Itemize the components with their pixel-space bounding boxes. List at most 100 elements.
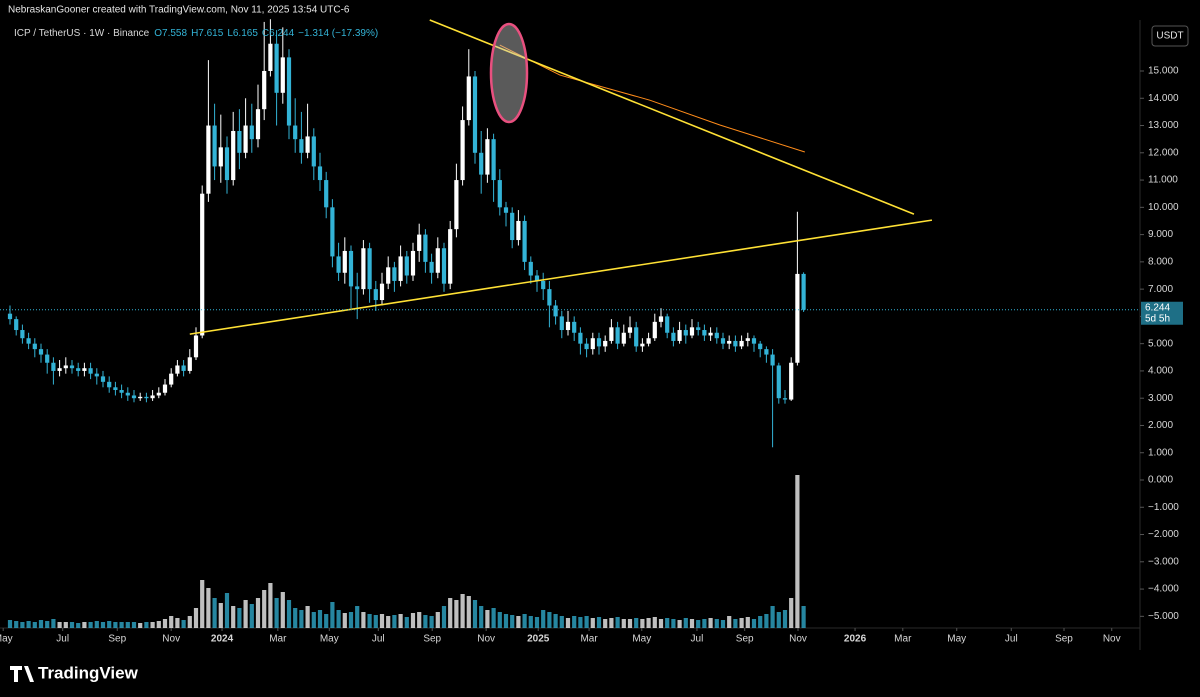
volume-bar	[94, 621, 99, 628]
legend-close: C6.244	[262, 28, 295, 39]
candle-body	[776, 365, 781, 399]
candle-body	[596, 338, 602, 347]
volume-bar	[286, 600, 292, 628]
x-tick-label: Sep	[108, 634, 126, 645]
candle-body	[764, 349, 769, 355]
y-tick-label: −3.000	[1148, 556, 1179, 567]
volume-bar	[801, 606, 806, 628]
candle-body	[751, 338, 757, 344]
volume-bar	[317, 610, 323, 628]
candle-body	[665, 316, 670, 333]
candle-body	[448, 229, 453, 284]
candle-body	[603, 340, 608, 347]
volume-bar	[324, 614, 329, 628]
volume-bar	[373, 615, 378, 628]
candle-body	[578, 332, 583, 344]
y-tick-label: 12.000	[1148, 147, 1179, 158]
candle-body	[317, 166, 323, 181]
volume-bar	[150, 622, 155, 628]
candle-body	[131, 395, 137, 399]
candle-body	[268, 43, 273, 71]
y-tick-label: 2.000	[1148, 420, 1173, 431]
candle-body	[311, 136, 316, 167]
candle-body	[522, 220, 527, 262]
volume-bar	[727, 616, 732, 628]
volume-bar	[677, 620, 682, 628]
volume-bar	[758, 616, 763, 628]
x-tick-label: May	[0, 634, 13, 645]
volume-bar	[218, 603, 223, 628]
candle-body	[82, 368, 87, 371]
candle-body	[218, 147, 223, 167]
candle-body	[677, 330, 682, 341]
candle-body	[745, 338, 750, 341]
volume-bar	[448, 598, 453, 628]
volume-bar	[795, 475, 800, 628]
x-tick-label: Nov	[789, 634, 807, 645]
candle-body	[609, 327, 614, 341]
volume-bar	[627, 619, 633, 628]
volume-bar	[491, 608, 496, 628]
candle-body	[671, 332, 676, 341]
candle-body	[181, 365, 186, 371]
volume-bar	[342, 613, 347, 628]
volume-bar	[280, 592, 285, 628]
volume-bar	[305, 606, 310, 628]
volume-bar	[689, 619, 695, 628]
candle-body	[429, 261, 434, 273]
volume-bar	[733, 619, 738, 628]
candle-body	[795, 273, 800, 363]
volume-bar	[45, 621, 50, 628]
volume-bar	[107, 621, 112, 628]
volume-bar	[466, 596, 471, 628]
volume-bar	[119, 622, 124, 628]
candle-body	[119, 390, 124, 393]
trend-line	[189, 219, 933, 335]
candle-body	[57, 368, 62, 371]
candle-body	[293, 125, 298, 140]
candle-body	[379, 283, 385, 301]
candle-body	[553, 305, 558, 317]
volume-bar	[516, 616, 521, 628]
volume-bar	[156, 621, 161, 628]
candle-body	[45, 354, 50, 363]
currency[interactable]: USDT	[1156, 31, 1183, 42]
candle-body	[696, 327, 701, 331]
candle-body	[516, 220, 521, 241]
highlight-ellipse	[489, 22, 529, 124]
candle-body	[38, 349, 44, 355]
candle-body	[342, 250, 347, 273]
volume-bar	[534, 617, 540, 628]
candle-body	[466, 76, 471, 121]
candle-body	[125, 392, 130, 396]
volume-bar	[609, 618, 614, 628]
volume-bar	[714, 619, 719, 628]
volume-bar	[423, 615, 428, 628]
brand: TradingView	[10, 663, 139, 682]
volume-bar	[193, 608, 199, 628]
volume-bar	[175, 618, 180, 628]
candle-body	[336, 256, 341, 273]
volume-bar	[336, 610, 341, 628]
candle-body	[404, 256, 409, 276]
candle-body	[324, 180, 329, 208]
candle-body	[348, 250, 354, 287]
y-tick-label: 13.000	[1148, 120, 1179, 131]
legend-open: O7.558	[154, 28, 187, 39]
y-tick-label: 0.000	[1148, 475, 1173, 486]
volume-bar	[454, 600, 459, 628]
candle-body	[782, 398, 788, 400]
volume-bar	[541, 610, 546, 628]
currency-box[interactable]	[1151, 25, 1189, 47]
volume-bar	[392, 615, 397, 628]
volume-bar	[299, 610, 304, 628]
x-tick-label: 2024	[211, 634, 234, 645]
y-tick-label: 11.000	[1148, 175, 1178, 186]
volume-bar	[268, 583, 273, 628]
volume-bar	[640, 619, 645, 628]
candle-body	[727, 340, 732, 344]
volume-bar	[206, 588, 211, 628]
volume-bar	[497, 612, 502, 628]
